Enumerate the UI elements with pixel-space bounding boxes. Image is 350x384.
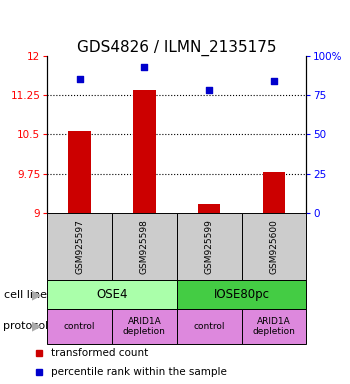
Bar xyxy=(241,213,306,280)
Text: GSM925598: GSM925598 xyxy=(140,219,149,274)
Bar xyxy=(198,204,220,213)
Point xyxy=(141,64,147,70)
Point xyxy=(77,76,83,83)
Bar xyxy=(47,309,112,344)
Text: control: control xyxy=(64,322,95,331)
Text: GSM925599: GSM925599 xyxy=(205,219,214,274)
Text: ▶: ▶ xyxy=(32,320,41,333)
Bar xyxy=(262,172,285,213)
Text: transformed count: transformed count xyxy=(51,348,148,358)
Text: ARID1A
depletion: ARID1A depletion xyxy=(252,317,295,336)
Text: IOSE80pc: IOSE80pc xyxy=(214,288,270,301)
Text: protocol: protocol xyxy=(4,321,49,331)
Bar xyxy=(112,213,177,280)
Text: cell line: cell line xyxy=(4,290,47,300)
Text: ARID1A
depletion: ARID1A depletion xyxy=(123,317,166,336)
Text: control: control xyxy=(193,322,225,331)
Bar xyxy=(112,309,177,344)
Bar xyxy=(47,213,112,280)
Point xyxy=(206,87,212,93)
Title: GDS4826 / ILMN_2135175: GDS4826 / ILMN_2135175 xyxy=(77,40,276,56)
Bar xyxy=(133,90,156,213)
Bar xyxy=(177,309,242,344)
Bar xyxy=(177,213,242,280)
Bar xyxy=(68,131,91,213)
Bar xyxy=(47,280,177,309)
Bar xyxy=(241,309,306,344)
Text: percentile rank within the sample: percentile rank within the sample xyxy=(51,367,227,377)
Point xyxy=(271,78,277,84)
Text: OSE4: OSE4 xyxy=(96,288,128,301)
Text: ▶: ▶ xyxy=(32,288,41,301)
Bar xyxy=(177,280,306,309)
Text: GSM925597: GSM925597 xyxy=(75,219,84,274)
Text: GSM925600: GSM925600 xyxy=(270,219,278,274)
